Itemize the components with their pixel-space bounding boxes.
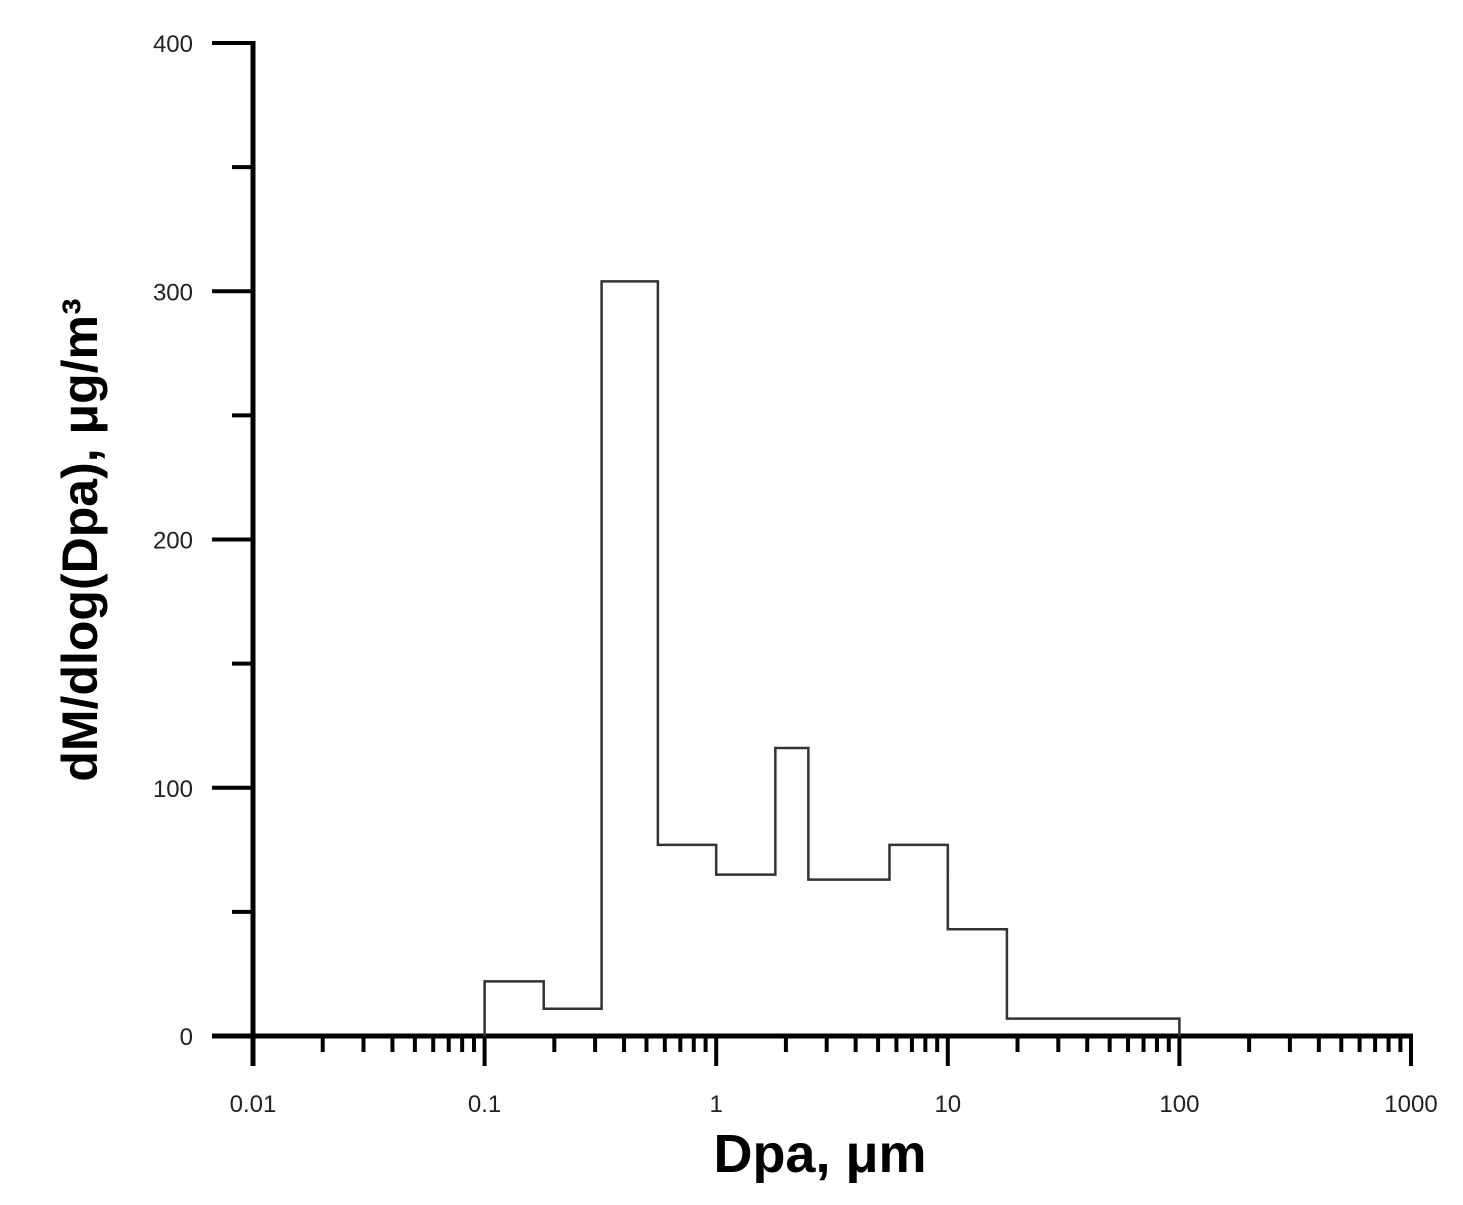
histogram-outline [483,280,1181,1036]
histogram-bin [716,875,775,1036]
x-axis-title: Dpa, μm [713,1124,926,1184]
histogram-bin [658,845,716,1036]
histogram-bin [544,1009,602,1036]
x-tick-label: 1 [710,1091,723,1118]
x-tick-label: 100 [1159,1091,1199,1118]
y-tick-label: 100 [153,776,193,803]
histogram-bin [1007,1019,1179,1036]
histogram-bin [775,748,808,1036]
tick-labels: 0.01 0.1 1 10 100 1000 0 100 200 300 400 [153,31,1438,1118]
histogram-bins [483,280,1181,1036]
histogram-bin [889,845,947,1036]
y-tick-label: 300 [153,279,193,306]
y-tick-label: 400 [153,31,193,58]
x-tick-label: 1000 [1384,1091,1437,1118]
histogram-bin [808,880,889,1036]
axes [212,41,1413,1066]
y-tick-label: 0 [180,1024,193,1051]
x-tick-label: 10 [934,1091,961,1118]
histogram-bin [485,981,544,1036]
histogram-bin [948,929,1007,1036]
x-tick-label: 0.1 [468,1091,501,1118]
y-axis-title: dM/dlog(Dpa), μg/m³ [52,298,108,781]
histogram-bin [602,281,658,1036]
y-tick-label: 200 [153,528,193,555]
x-tick-label: 0.01 [230,1091,277,1118]
